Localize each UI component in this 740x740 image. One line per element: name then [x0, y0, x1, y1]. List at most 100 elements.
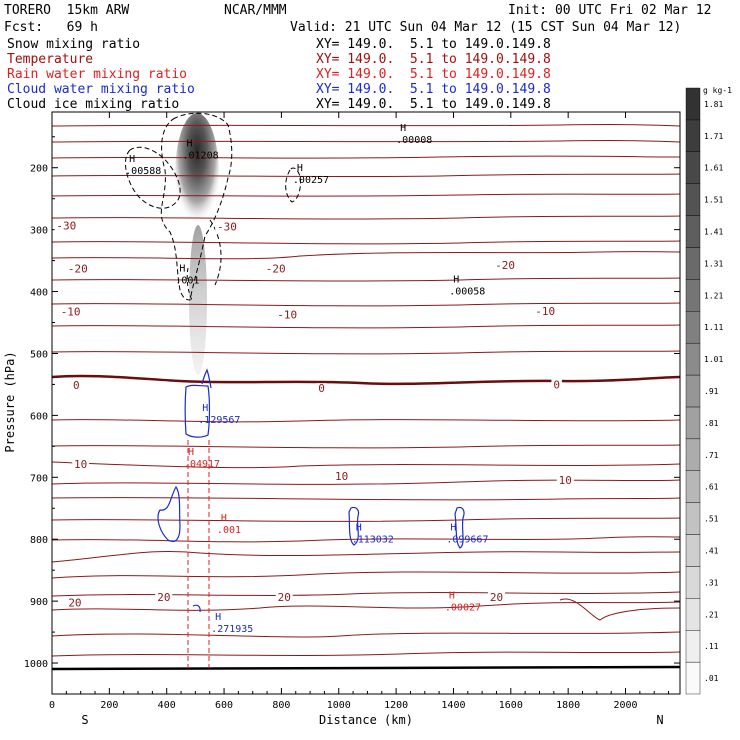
extremum-value: .00588 [125, 166, 161, 177]
isotherm [51, 277, 681, 282]
cloud-water-contour [201, 368, 212, 389]
org-title: NCAR/MMM [224, 3, 287, 18]
colorbar-swatch [685, 311, 701, 344]
temperature-label-bg [533, 305, 557, 317]
field-xy-snow: XY= 149.0. 5.1 to 149.0.149.8 [316, 37, 551, 52]
colorbar-unit: g kg-1 [703, 86, 732, 95]
temperature-label-bg [155, 591, 173, 603]
temperature-label-bg [556, 474, 574, 486]
extremum-marker: H [202, 403, 208, 414]
field-xy-cloud-water: XY= 149.0. 5.1 to 149.0.149.8 [316, 82, 551, 97]
snow-contours [125, 112, 301, 301]
x-tick-label: 1000 [327, 700, 351, 711]
x-tick-label: 1800 [556, 700, 580, 711]
colorbar-swatch [685, 342, 701, 376]
init-time: Init: 00 UTC Fri 02 Mar 12 [508, 3, 712, 18]
colorbar-label: .51 [704, 515, 719, 524]
cloud-water-contours [157, 368, 465, 613]
cloud-ice-contour [186, 267, 193, 301]
colorbar-label: 1.01 [704, 355, 723, 364]
cloud-water-contour [348, 506, 360, 546]
cloud-water-contour [184, 384, 211, 438]
snow-contour [160, 112, 233, 301]
snow-shading-core [175, 113, 219, 237]
isotherm [51, 497, 681, 501]
isotherm [51, 517, 681, 522]
colorbar-label: .31 [704, 578, 719, 587]
x-axis-title: Distance (km) [319, 713, 413, 727]
extremum-value: .04917 [184, 459, 220, 470]
temperature-label-bg [493, 260, 517, 272]
temperature-label-bg [54, 220, 79, 232]
extremum-value: .001 [217, 525, 241, 536]
extremum-marker: H [129, 154, 135, 165]
y-tick-label: 1000 [24, 659, 48, 670]
x-axis-right-end: N [656, 713, 663, 727]
field-xy-cloud-ice: XY= 149.0. 5.1 to 149.0.149.8 [316, 97, 551, 112]
temperature-label-bg [215, 221, 239, 233]
temperature-label: 20 [490, 591, 503, 604]
temperature-label-bg [275, 591, 293, 603]
temperature-label-bg [333, 471, 351, 483]
colorbar-label: 1.31 [704, 259, 723, 268]
colorbar-label: .41 [704, 546, 719, 555]
isotherm [51, 124, 681, 127]
plot-frame [51, 111, 681, 695]
colorbar-label: .91 [704, 387, 719, 396]
temperature-label: -30 [56, 219, 76, 232]
colorbar-swatch [685, 566, 701, 599]
temperature-label-bg [58, 306, 83, 318]
field-name-cloud-ice: Cloud ice mixing ratio [7, 97, 180, 112]
extremum-value: .099667 [446, 534, 488, 545]
colorbar-label: .11 [704, 642, 719, 651]
x-tick-label: 200 [100, 700, 118, 711]
extremum-value: .00027 [445, 602, 481, 613]
colorbar-label: 1.11 [704, 323, 723, 332]
rain-contours [187, 440, 210, 668]
temperature-label-bg [487, 591, 505, 603]
temperature-label-bg [275, 309, 299, 321]
extremum-marker: H [453, 275, 459, 286]
y-tick-label: 900 [30, 597, 48, 608]
extremum-value: .129567 [198, 415, 240, 426]
extremum-value: .271935 [211, 624, 253, 635]
y-tick-label: 200 [30, 164, 48, 175]
extremum-marker: H [188, 447, 194, 458]
extremum-marker: H [179, 264, 185, 275]
isotherm [51, 631, 681, 638]
x-tick-label: 400 [158, 700, 176, 711]
colorbar-label: 1.71 [704, 132, 723, 141]
extremum-marker: H [187, 138, 193, 149]
field-xy-rain: XY= 149.0. 5.1 to 149.0.149.8 [316, 67, 551, 82]
field-name-temperature: Temperature [7, 52, 94, 67]
temperature-label: 0 [318, 382, 325, 395]
field-name-rain: Rain water mixing ratio [7, 67, 188, 82]
x-tick-label: 1600 [499, 700, 523, 711]
colorbar-label: 1.21 [704, 291, 723, 300]
snow-shading-tail [189, 225, 207, 375]
isotherm [51, 173, 681, 178]
isotherm [51, 302, 681, 307]
isotherm [51, 193, 681, 197]
temperature-label: 0 [73, 379, 80, 392]
temperature-label: 0 [553, 379, 560, 392]
colorbar-swatch [685, 534, 701, 567]
isotherm [51, 444, 681, 449]
isotherm [51, 651, 681, 657]
isotherm [51, 598, 681, 621]
colorbar-swatch [685, 119, 701, 152]
temperature-label: 10 [559, 474, 572, 487]
isotherm [51, 461, 681, 469]
isotherm [51, 419, 681, 423]
colorbar-label: 1.51 [704, 196, 723, 205]
y-tick-label: 800 [30, 535, 48, 546]
isotherm [51, 571, 681, 579]
temperature-label-bg [551, 379, 562, 391]
colorbar-label: .81 [704, 419, 719, 428]
isotherm [51, 324, 681, 329]
colorbar-swatch [685, 215, 701, 248]
colorbar-label: 1.81 [704, 100, 723, 109]
temperature-label: -20 [68, 263, 88, 276]
